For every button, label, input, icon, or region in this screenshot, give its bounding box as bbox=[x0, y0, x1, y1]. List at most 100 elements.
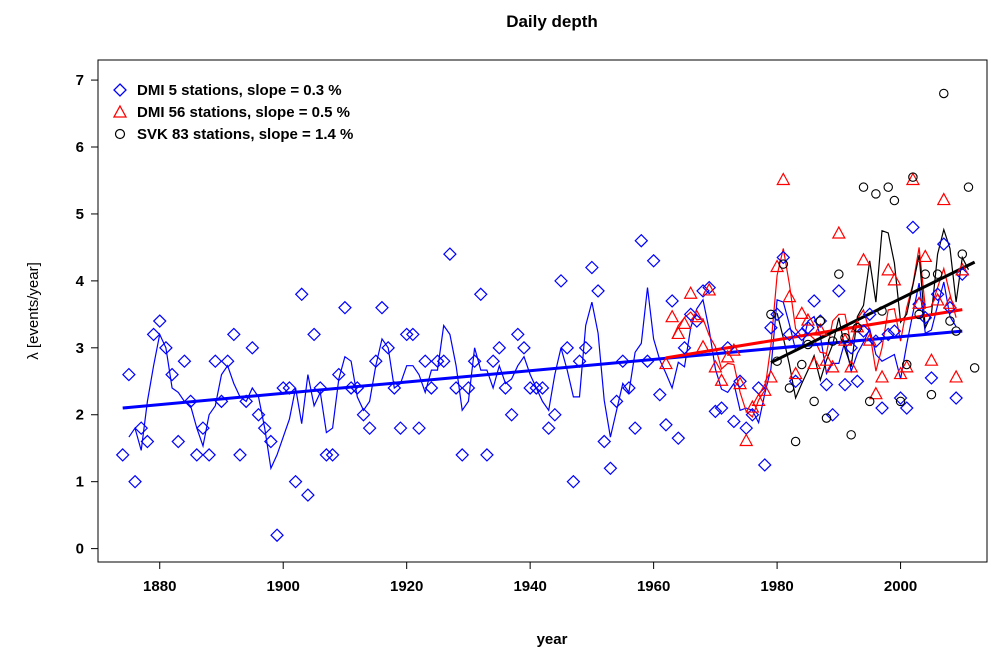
data-point-circle bbox=[908, 172, 918, 182]
smoothed-lines bbox=[128, 227, 970, 471]
data-point-circle bbox=[889, 195, 900, 206]
data-point-circle bbox=[895, 396, 906, 407]
data-point-triangle bbox=[862, 332, 877, 346]
trend-lines bbox=[122, 260, 976, 410]
data-point-diamond bbox=[288, 474, 303, 489]
data-point-diamond bbox=[609, 394, 624, 409]
data-point-circle bbox=[790, 436, 801, 447]
legend-entry-dmi5: DMI 5 stations, slope = 0.3 % bbox=[113, 82, 342, 99]
data-point-triangle bbox=[800, 312, 815, 326]
data-point-circle bbox=[914, 309, 924, 320]
data-point-diamond bbox=[140, 434, 155, 449]
data-point-circle bbox=[766, 309, 776, 320]
data-point-diamond bbox=[597, 434, 612, 449]
data-point-diamond bbox=[949, 391, 963, 405]
data-point-diamond bbox=[510, 327, 525, 342]
data-point-diamond bbox=[294, 287, 309, 302]
data-point-triangle bbox=[868, 386, 883, 400]
data-point-diamond bbox=[406, 327, 420, 342]
data-point-triangle bbox=[844, 359, 859, 373]
y-tick-label: 4 bbox=[76, 273, 85, 290]
y-tick-label: 0 bbox=[76, 541, 84, 558]
data-point-triangle bbox=[671, 326, 686, 340]
data-point-diamond bbox=[850, 374, 865, 389]
data-point-diamond bbox=[239, 394, 254, 409]
data-point-triangle bbox=[875, 369, 890, 383]
data-point-diamond bbox=[350, 381, 365, 395]
data-point-diamond bbox=[566, 474, 581, 489]
data-point-diamond bbox=[245, 340, 260, 355]
data-point-diamond bbox=[683, 307, 698, 322]
data-point-diamond bbox=[560, 340, 575, 355]
data-point-circle bbox=[834, 269, 844, 279]
data-point-diamond bbox=[257, 421, 272, 435]
data-point-circle bbox=[772, 356, 782, 366]
data-point-circle bbox=[945, 316, 955, 326]
data-point-diamond bbox=[325, 448, 340, 462]
data-point-diamond bbox=[356, 407, 371, 422]
data-point-triangle bbox=[689, 309, 704, 323]
data-point-diamond bbox=[801, 320, 815, 335]
data-point-circle bbox=[803, 339, 813, 350]
data-point-diamond bbox=[115, 448, 130, 462]
data-point-diamond bbox=[381, 340, 396, 355]
data-point-diamond bbox=[831, 284, 846, 298]
trend-line bbox=[770, 260, 976, 364]
data-point-triangle bbox=[881, 262, 896, 276]
data-point-diamond bbox=[733, 374, 747, 389]
data-point-diamond bbox=[770, 307, 784, 322]
data-point-circle bbox=[957, 249, 968, 259]
data-point-diamond bbox=[727, 414, 741, 429]
data-point-diamond bbox=[412, 421, 426, 435]
data-point-diamond bbox=[856, 324, 871, 338]
data-point-diamond bbox=[757, 458, 772, 472]
data-point-triangle bbox=[683, 286, 698, 299]
data-point-diamond bbox=[461, 381, 476, 395]
data-point-diamond bbox=[387, 381, 402, 395]
data-point-diamond bbox=[251, 407, 266, 422]
data-point-triangle bbox=[658, 356, 673, 370]
x-axis-label: year bbox=[537, 631, 568, 648]
data-point-diamond bbox=[171, 434, 186, 449]
data-points bbox=[115, 88, 980, 543]
legend-marker-circle bbox=[114, 128, 126, 140]
data-point-triangle bbox=[770, 259, 785, 273]
data-point-diamond bbox=[486, 354, 500, 369]
data-point-diamond bbox=[122, 367, 136, 382]
x-tick-label: 1940 bbox=[513, 578, 546, 595]
data-point-diamond bbox=[554, 274, 568, 288]
data-point-diamond bbox=[455, 448, 470, 462]
data-point-circle bbox=[797, 359, 807, 370]
data-point-diamond bbox=[436, 354, 451, 369]
data-point-triangle bbox=[905, 172, 920, 186]
data-point-diamond bbox=[764, 320, 778, 335]
data-point-triangle bbox=[918, 249, 933, 263]
data-point-diamond bbox=[646, 253, 661, 268]
data-point-circle bbox=[815, 316, 826, 326]
data-point-diamond bbox=[233, 448, 247, 462]
data-point-triangle bbox=[751, 393, 766, 406]
y-tick-label: 6 bbox=[76, 139, 84, 156]
data-point-diamond bbox=[671, 431, 686, 446]
x-tick-label: 1960 bbox=[637, 578, 670, 595]
data-point-diamond bbox=[906, 220, 920, 235]
y-axis-label: λ [events/year] bbox=[25, 262, 42, 360]
data-point-triangle bbox=[807, 356, 822, 370]
data-point-circle bbox=[877, 306, 887, 316]
data-point-triangle bbox=[825, 359, 840, 373]
data-point-diamond bbox=[788, 374, 803, 389]
data-point-triangle bbox=[733, 376, 748, 390]
data-point-diamond bbox=[782, 327, 797, 342]
data-point-diamond bbox=[399, 327, 414, 342]
data-point-diamond bbox=[887, 324, 902, 338]
data-point-triangle bbox=[726, 342, 741, 356]
legend: DMI 5 stations, slope = 0.3 % DMI 56 sta… bbox=[112, 82, 353, 143]
data-point-triangle bbox=[794, 306, 809, 319]
y-tick-label: 3 bbox=[76, 340, 84, 357]
data-point-triangle bbox=[739, 433, 754, 447]
y-tick-label: 1 bbox=[76, 474, 84, 491]
data-point-diamond bbox=[899, 401, 914, 415]
data-point-diamond bbox=[177, 354, 192, 369]
data-point-diamond bbox=[313, 381, 328, 395]
